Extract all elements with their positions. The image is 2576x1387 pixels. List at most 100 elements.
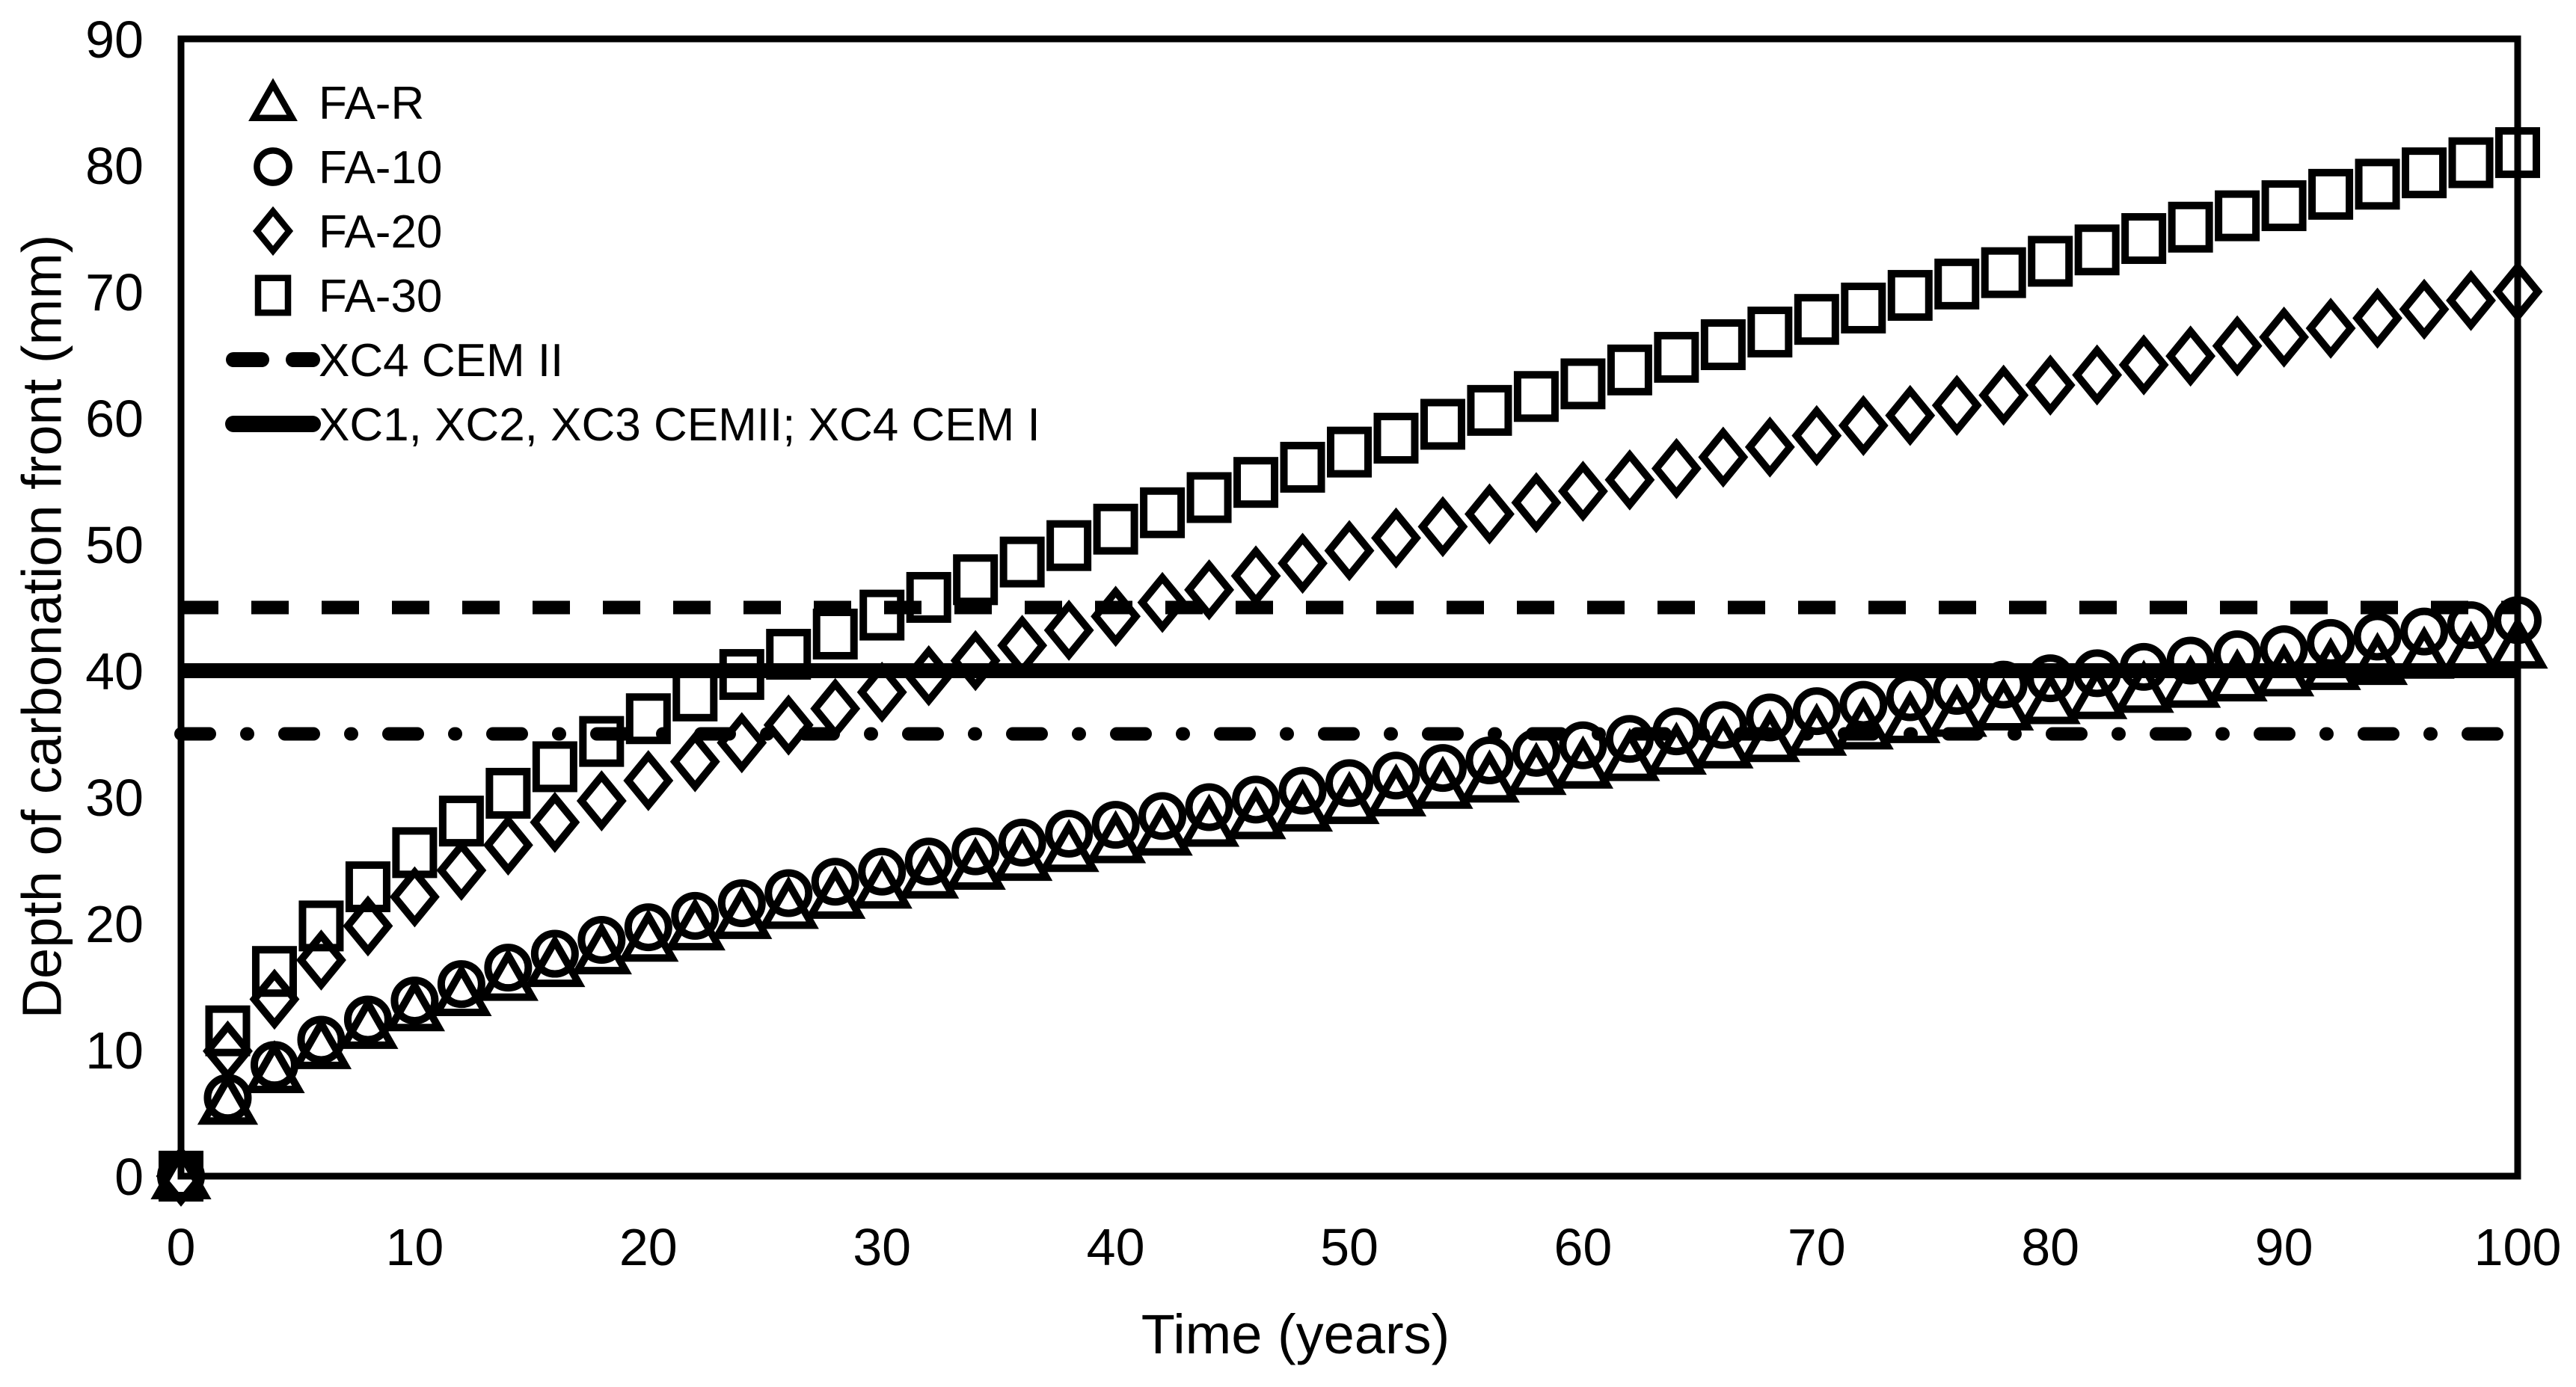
triangle-marker-icon [431,962,492,1016]
y-tick-label: 50 [85,516,144,574]
diamond-marker-icon [1651,437,1702,499]
square-marker-icon [2308,168,2354,220]
circle-marker-icon [1091,801,1140,849]
circle-marker-icon [254,147,292,186]
square-marker-icon [1046,520,1092,571]
square-marker-icon [2261,180,2307,232]
diamond-marker-icon [576,770,627,831]
triangle-marker-icon [2346,632,2408,686]
diamond-marker-icon [2446,269,2496,331]
diamond-marker-icon [950,630,1001,692]
circle-marker-icon [1325,759,1373,808]
square-marker-icon [1747,307,1793,358]
triangle-marker-icon [1973,677,2034,731]
diamond-marker-icon [1230,545,1281,607]
diamond-marker-icon [1744,416,1795,478]
triangle-marker-icon [2020,671,2081,725]
diamond-marker-icon [1931,375,1982,436]
legend-item-fa-r: FA-R [248,78,424,129]
diamond-marker-icon [2118,334,2169,396]
square-marker-icon [1093,503,1138,555]
diamond-marker-icon [249,968,300,1030]
triangle-marker-icon [477,947,539,1001]
diamond-marker-icon [1978,364,2029,426]
y-tick-label: 0 [114,1148,144,1206]
square-marker-icon [953,554,999,606]
circle-marker-icon [998,818,1046,867]
circle-marker-icon [1979,660,2028,709]
circle-marker-icon [811,858,859,906]
square-marker-icon [2495,127,2540,179]
y-tick-label: 30 [85,769,144,827]
triangle-marker-icon [2253,643,2315,697]
diamond-marker-icon [1885,384,1936,446]
triangle-marker-icon [337,995,399,1049]
diamond-marker-icon [717,712,767,774]
triangle-marker-icon [290,1015,352,1069]
circle-marker-icon [951,827,1000,876]
y-tick-label: 70 [85,263,144,322]
diamond-marker-icon [1278,532,1328,594]
diamond-marker-icon [1791,405,1842,467]
square-marker-icon [625,693,671,745]
diamond-marker-icon [2305,298,2356,359]
triangle-marker-icon [248,78,298,122]
square-marker-icon [1700,319,1746,370]
square-marker-icon [1841,282,1886,333]
x-tick-label: 40 [1087,1218,1145,1276]
x-tick-label: 80 [2021,1218,2079,1276]
diamond-marker-icon [1698,426,1749,488]
square-marker-icon [392,827,438,879]
y-tick-label: 80 [85,137,144,195]
legend-label: FA-R [319,78,424,129]
square-marker-icon [2215,190,2260,242]
square-marker-icon [1467,384,1512,436]
circle-marker-icon [2494,596,2542,645]
circle-marker-icon [1372,751,1420,800]
circle-marker-icon [1418,744,1467,793]
square-marker-icon [812,608,858,659]
circle-marker-icon [484,944,533,992]
legend-item-fa-20: FA-20 [252,206,442,258]
diamond-marker-icon [1371,507,1421,569]
circle-marker-icon [1465,736,1514,784]
circle-marker-icon [1512,728,1560,777]
circle-marker-icon [2166,636,2215,685]
diamond-marker-icon [2259,306,2310,368]
circle-marker-icon [1278,766,1327,815]
diamond-marker-icon [1091,585,1141,648]
diamond-marker-icon [203,1020,253,1082]
square-marker-icon [1981,247,2026,298]
circle-marker-icon [1933,667,1981,716]
square-marker-icon [1280,441,1325,493]
square-marker-icon [251,946,297,997]
circle-marker-icon [904,837,953,886]
circle-marker-icon [858,847,907,896]
square-marker-icon [159,1151,203,1202]
diamond-marker-icon [1511,472,1562,534]
diamond-marker-icon [2212,315,2263,377]
legend-item-xc1-xc2-xc3-cemii-xc4-cem-i: XC1, XC2, XC3 CEMII; XC4 CEM I [225,399,1040,451]
triangle-marker-icon [711,885,773,939]
diamond-marker-icon [763,694,814,756]
circle-marker-icon [2213,630,2262,679]
square-marker-icon [532,741,577,793]
circle-marker-icon [1792,687,1841,736]
triangle-marker-icon [524,934,586,988]
tick-labels: 0 10 20 30 40 50 60 70 80 90 100 0 10 20 30 40 50 60 70 80 9… [85,10,2561,1276]
circle-marker-icon [2307,618,2355,667]
legend-label: FA-30 [319,271,442,322]
triangle-marker-icon [2300,636,2361,690]
x-tick-label: 30 [853,1218,911,1276]
diamond-marker-icon [2492,261,2543,322]
triangle-marker-icon [1880,689,1941,743]
triangle-marker-icon [2487,615,2548,669]
square-marker-icon [672,670,718,722]
square-marker-icon [2121,213,2167,265]
square-marker-icon [205,1005,251,1057]
circle-marker-icon [671,891,720,940]
diamond-marker-icon [2072,344,2123,406]
x-tick-label: 90 [2255,1218,2313,1276]
diamond-marker-icon [623,750,674,811]
